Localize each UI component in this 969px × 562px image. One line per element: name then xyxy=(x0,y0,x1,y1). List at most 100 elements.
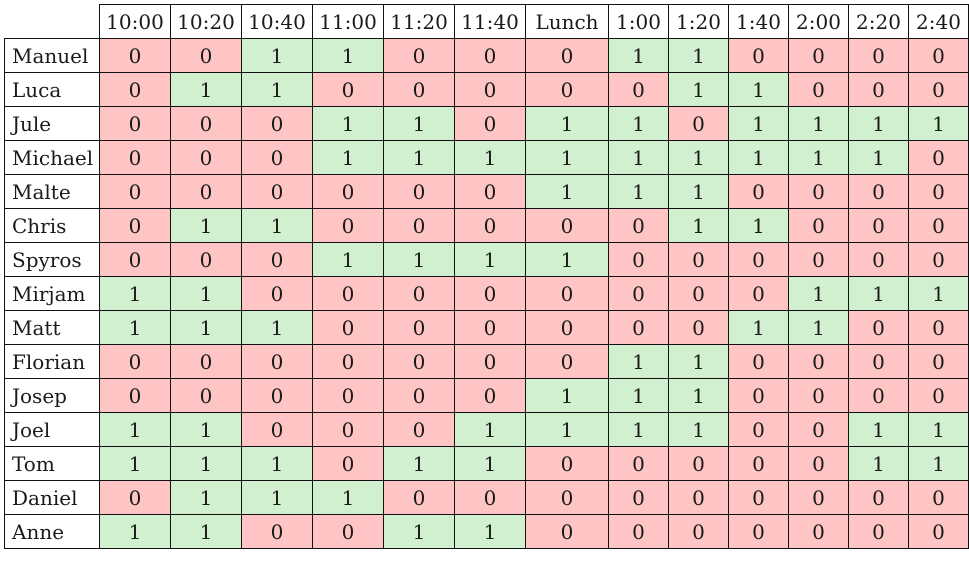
availability-cell: 1 xyxy=(848,106,909,141)
row-name: Malte xyxy=(4,174,100,209)
availability-cell: 1 xyxy=(788,140,849,175)
availability-cell: 1 xyxy=(608,412,669,447)
availability-cell: 1 xyxy=(241,446,313,481)
availability-cell: 0 xyxy=(241,174,313,209)
availability-cell: 0 xyxy=(241,106,313,141)
availability-cell: 0 xyxy=(241,140,313,175)
availability-cell: 1 xyxy=(848,412,909,447)
column-header: 10:00 xyxy=(99,4,171,39)
availability-cell: 1 xyxy=(788,106,849,141)
availability-cell: 0 xyxy=(728,480,789,515)
corner-cell xyxy=(4,4,100,39)
table-row: Matt 1 1 1 0 0 0 0 0 0 1 1 0 0 xyxy=(4,310,969,345)
availability-cell: 0 xyxy=(312,514,384,549)
availability-cell: 0 xyxy=(312,72,384,107)
availability-cell: 0 xyxy=(383,174,455,209)
availability-cell: 1 xyxy=(668,38,729,73)
availability-cell: 0 xyxy=(99,242,171,277)
availability-cell: 1 xyxy=(608,38,669,73)
availability-cell: 0 xyxy=(241,378,313,413)
availability-cell: 0 xyxy=(99,72,171,107)
header-row: 10:00 10:20 10:40 11:00 11:20 11:40 Lunch 1:00 1… xyxy=(4,4,969,39)
availability-cell: 0 xyxy=(454,378,526,413)
availability-cell: 1 xyxy=(728,208,789,243)
availability-cell: 0 xyxy=(454,310,526,345)
availability-cell: 1 xyxy=(383,446,455,481)
column-header: 2:00 xyxy=(788,4,849,39)
availability-cell: 0 xyxy=(170,378,242,413)
column-header: 1:20 xyxy=(668,4,729,39)
availability-cell: 0 xyxy=(668,106,729,141)
availability-cell: 1 xyxy=(668,208,729,243)
column-header: 1:00 xyxy=(608,4,669,39)
availability-cell: 0 xyxy=(728,276,789,311)
column-header: 11:40 xyxy=(454,4,526,39)
availability-cell: 0 xyxy=(454,72,526,107)
availability-cell: 1 xyxy=(383,514,455,549)
availability-cell: 0 xyxy=(908,242,969,277)
availability-cell: 1 xyxy=(525,378,609,413)
table-header: 10:00 10:20 10:40 11:00 11:20 11:40 Lunch 1:00 1… xyxy=(4,4,969,39)
availability-cell: 0 xyxy=(848,38,909,73)
column-header: 11:00 xyxy=(312,4,384,39)
availability-cell: 0 xyxy=(908,208,969,243)
column-header: 10:40 xyxy=(241,4,313,39)
availability-cell: 0 xyxy=(608,72,669,107)
availability-cell: 1 xyxy=(728,310,789,345)
table-row: Anne 1 1 0 0 1 1 0 0 0 0 0 0 0 xyxy=(4,514,969,549)
availability-cell: 1 xyxy=(608,140,669,175)
availability-cell: 0 xyxy=(668,242,729,277)
availability-cell: 1 xyxy=(241,480,313,515)
availability-cell: 1 xyxy=(908,276,969,311)
availability-cell: 0 xyxy=(728,446,789,481)
table-row: Tom 1 1 1 0 1 1 0 0 0 0 0 1 1 xyxy=(4,446,969,481)
availability-cell: 0 xyxy=(241,344,313,379)
availability-cell: 1 xyxy=(170,480,242,515)
availability-cell: 0 xyxy=(525,480,609,515)
availability-cell: 0 xyxy=(312,310,384,345)
availability-cell: 0 xyxy=(170,242,242,277)
availability-cell: 0 xyxy=(99,480,171,515)
availability-cell: 1 xyxy=(99,276,171,311)
availability-cell: 1 xyxy=(170,276,242,311)
availability-cell: 1 xyxy=(170,514,242,549)
table-row: Malte 0 0 0 0 0 0 1 1 1 0 0 0 0 xyxy=(4,174,969,209)
availability-cell: 1 xyxy=(241,38,313,73)
availability-cell: 0 xyxy=(608,480,669,515)
availability-cell: 0 xyxy=(788,480,849,515)
table-body: Manuel 0 0 1 1 0 0 0 1 1 0 0 0 0 Luca 0 1 1 0 0 0 0 0 1 1 0 0 0 Jule… xyxy=(4,38,969,549)
availability-cell: 0 xyxy=(525,514,609,549)
availability-cell: 0 xyxy=(908,480,969,515)
availability-cell: 0 xyxy=(848,174,909,209)
availability-cell: 1 xyxy=(728,106,789,141)
column-header: 1:40 xyxy=(728,4,789,39)
availability-cell: 1 xyxy=(608,174,669,209)
row-name: Luca xyxy=(4,72,100,107)
availability-cell: 0 xyxy=(170,106,242,141)
availability-cell: 0 xyxy=(525,38,609,73)
availability-cell: 1 xyxy=(170,208,242,243)
availability-cell: 1 xyxy=(525,106,609,141)
availability-cell: 0 xyxy=(788,446,849,481)
column-header: 2:20 xyxy=(848,4,909,39)
table-row: Luca 0 1 1 0 0 0 0 0 1 1 0 0 0 xyxy=(4,72,969,107)
availability-cell: 1 xyxy=(99,446,171,481)
row-name: Manuel xyxy=(4,38,100,73)
row-name: Anne xyxy=(4,514,100,549)
availability-cell: 1 xyxy=(454,140,526,175)
availability-cell: 0 xyxy=(848,378,909,413)
availability-cell: 0 xyxy=(383,344,455,379)
availability-cell: 0 xyxy=(908,72,969,107)
availability-cell: 0 xyxy=(908,344,969,379)
availability-cell: 1 xyxy=(454,514,526,549)
table-row: Josep 0 0 0 0 0 0 1 1 1 0 0 0 0 xyxy=(4,378,969,413)
availability-cell: 0 xyxy=(608,208,669,243)
row-name: Josep xyxy=(4,378,100,413)
availability-cell: 0 xyxy=(99,208,171,243)
availability-cell: 0 xyxy=(383,378,455,413)
availability-cell: 0 xyxy=(608,242,669,277)
availability-cell: 1 xyxy=(170,446,242,481)
availability-cell: 0 xyxy=(848,310,909,345)
availability-cell: 1 xyxy=(383,140,455,175)
availability-cell: 0 xyxy=(728,174,789,209)
